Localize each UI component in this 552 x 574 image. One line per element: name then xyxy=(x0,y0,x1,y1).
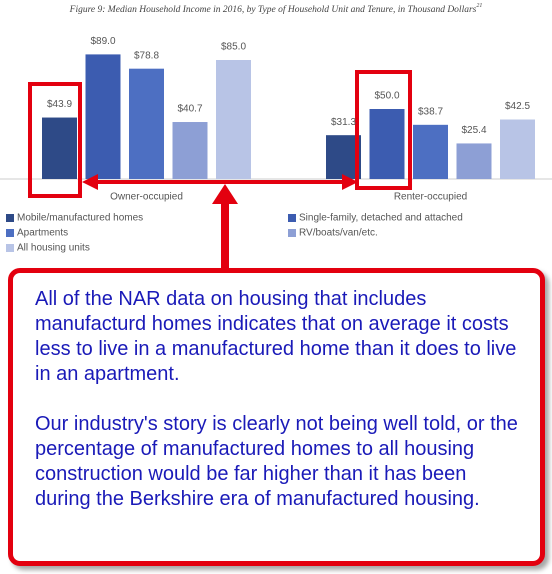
value-label: $42.5 xyxy=(505,101,530,112)
bar xyxy=(456,143,492,179)
bar xyxy=(500,119,535,179)
legend-label: Single-family, detached and attached xyxy=(299,213,463,224)
x-tick-label: Owner-occupied xyxy=(110,192,183,203)
legend-swatch xyxy=(288,214,296,222)
value-label: $85.0 xyxy=(221,42,246,53)
bar xyxy=(413,124,448,179)
value-label: $43.9 xyxy=(47,99,72,110)
value-label: $40.7 xyxy=(177,104,202,115)
arrowhead xyxy=(342,174,358,190)
value-label: $38.7 xyxy=(418,106,443,117)
bars xyxy=(42,54,535,179)
callout-text: All of the NAR data on housing that incl… xyxy=(35,288,517,385)
callout-text: Our industry's story is clearly not bein… xyxy=(35,413,518,510)
title-text: Figure 9: Median Household Income in 201… xyxy=(69,4,477,15)
arrowheads xyxy=(82,174,358,204)
bar xyxy=(85,54,121,179)
legend-label: RV/boats/van/etc. xyxy=(299,228,378,239)
legend-swatch xyxy=(6,229,14,237)
value-label: $50.0 xyxy=(374,91,399,102)
bar xyxy=(216,60,251,179)
legend-swatch xyxy=(6,214,14,222)
legend-label: Apartments xyxy=(17,228,68,239)
highlight-box xyxy=(355,70,412,190)
highlights xyxy=(28,70,412,272)
bar xyxy=(42,117,77,179)
bar xyxy=(172,122,208,179)
legend-swatch xyxy=(288,229,296,237)
value-label: $25.4 xyxy=(461,125,486,136)
arrowhead xyxy=(82,174,98,190)
value-label: $78.8 xyxy=(134,50,159,61)
value-label: $31.3 xyxy=(331,117,356,128)
callout: All of the NAR data on housing that incl… xyxy=(8,268,545,566)
legend-label: All housing units xyxy=(17,243,90,254)
value-label: $89.0 xyxy=(90,36,115,47)
highlight-box xyxy=(28,82,82,198)
bar xyxy=(369,109,405,179)
x-tick-label: Renter-occupied xyxy=(394,192,467,203)
legend-swatch xyxy=(6,244,14,252)
chart-title: Figure 9: Median Household Income in 201… xyxy=(69,3,483,15)
legend-label: Mobile/manufactured homes xyxy=(17,213,143,224)
bar xyxy=(129,68,164,179)
title-note: 21 xyxy=(476,3,482,9)
arrowhead xyxy=(212,184,238,204)
